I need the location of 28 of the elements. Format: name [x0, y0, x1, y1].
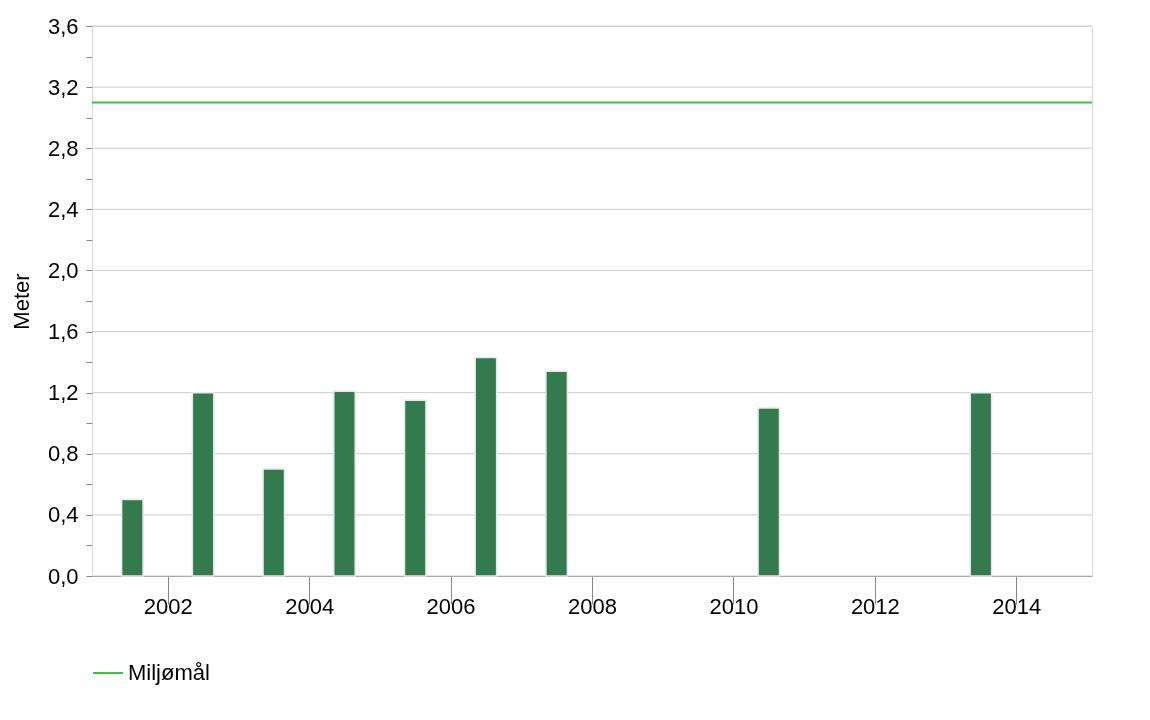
bar — [262, 468, 286, 577]
y-tick-label: 2,4 — [47, 196, 79, 222]
y-tick-label: 2,8 — [47, 135, 79, 161]
y-tick-label: 2,0 — [47, 257, 79, 283]
x-tick-label: 2002 — [143, 593, 193, 619]
x-tick-label: 2012 — [850, 593, 900, 619]
y-tick-label: 0,8 — [47, 441, 79, 467]
y-tick-label: 0,0 — [47, 563, 79, 589]
x-tick-label: 2004 — [285, 593, 335, 619]
x-tick-label: 2010 — [709, 593, 759, 619]
bar — [403, 399, 427, 577]
y-tick-label: 3,2 — [47, 74, 79, 100]
y-tick-label: 1,2 — [47, 380, 79, 406]
bar — [191, 391, 215, 577]
bar — [545, 370, 569, 577]
x-tick-label: 2006 — [426, 593, 476, 619]
y-tick-label: 1,6 — [47, 319, 79, 345]
x-tick-label: 2014 — [992, 593, 1042, 619]
bar — [757, 407, 781, 577]
y-tick-label: 0,4 — [47, 502, 79, 528]
legend-label: Miljømål — [128, 660, 210, 685]
x-tick-label: 2008 — [568, 593, 617, 619]
bar — [474, 356, 498, 577]
bar — [120, 498, 144, 577]
bar — [969, 391, 993, 577]
bar — [333, 390, 356, 577]
y-tick-label: 3,6 — [47, 13, 79, 39]
y-axis-title: Meter — [8, 273, 34, 330]
